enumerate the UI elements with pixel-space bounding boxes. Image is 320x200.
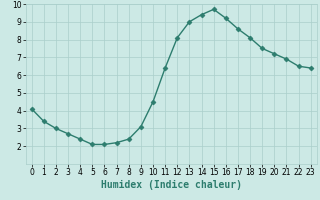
- X-axis label: Humidex (Indice chaleur): Humidex (Indice chaleur): [101, 180, 242, 190]
